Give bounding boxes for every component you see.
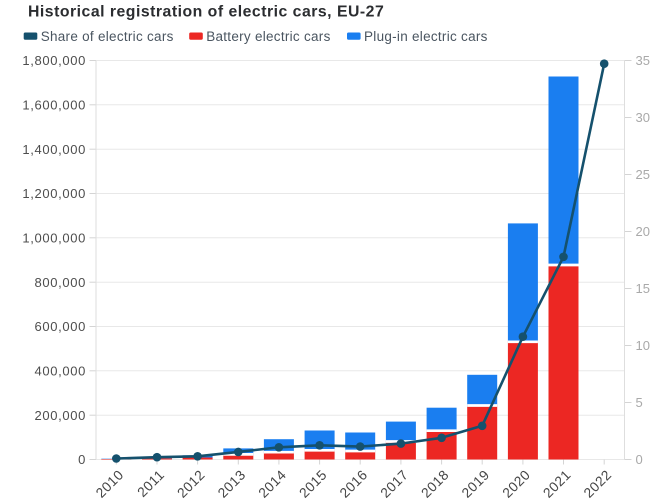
svg-text:1,400,000: 1,400,000 — [22, 142, 86, 157]
svg-text:800,000: 800,000 — [34, 275, 86, 290]
svg-text:Battery electric cars: Battery electric cars — [206, 29, 330, 44]
svg-text:35: 35 — [636, 53, 650, 68]
svg-text:600,000: 600,000 — [34, 319, 86, 334]
svg-text:Plug-in electric cars: Plug-in electric cars — [364, 29, 488, 44]
svg-text:Historical registration of ele: Historical registration of electric cars… — [28, 4, 384, 21]
svg-text:5: 5 — [636, 395, 643, 410]
svg-text:1,800,000: 1,800,000 — [22, 53, 86, 68]
svg-text:1,200,000: 1,200,000 — [22, 186, 86, 201]
svg-text:Share of electric cars: Share of electric cars — [41, 29, 174, 44]
svg-text:1,600,000: 1,600,000 — [22, 97, 86, 112]
svg-text:0: 0 — [78, 452, 86, 467]
svg-text:200,000: 200,000 — [34, 408, 86, 423]
svg-text:25: 25 — [636, 167, 650, 182]
svg-text:10: 10 — [636, 338, 650, 353]
svg-text:1,000,000: 1,000,000 — [22, 230, 86, 245]
svg-text:20: 20 — [636, 224, 650, 239]
svg-text:0: 0 — [636, 452, 643, 467]
svg-text:30: 30 — [636, 110, 650, 125]
svg-text:15: 15 — [636, 281, 650, 296]
svg-text:400,000: 400,000 — [34, 363, 86, 378]
